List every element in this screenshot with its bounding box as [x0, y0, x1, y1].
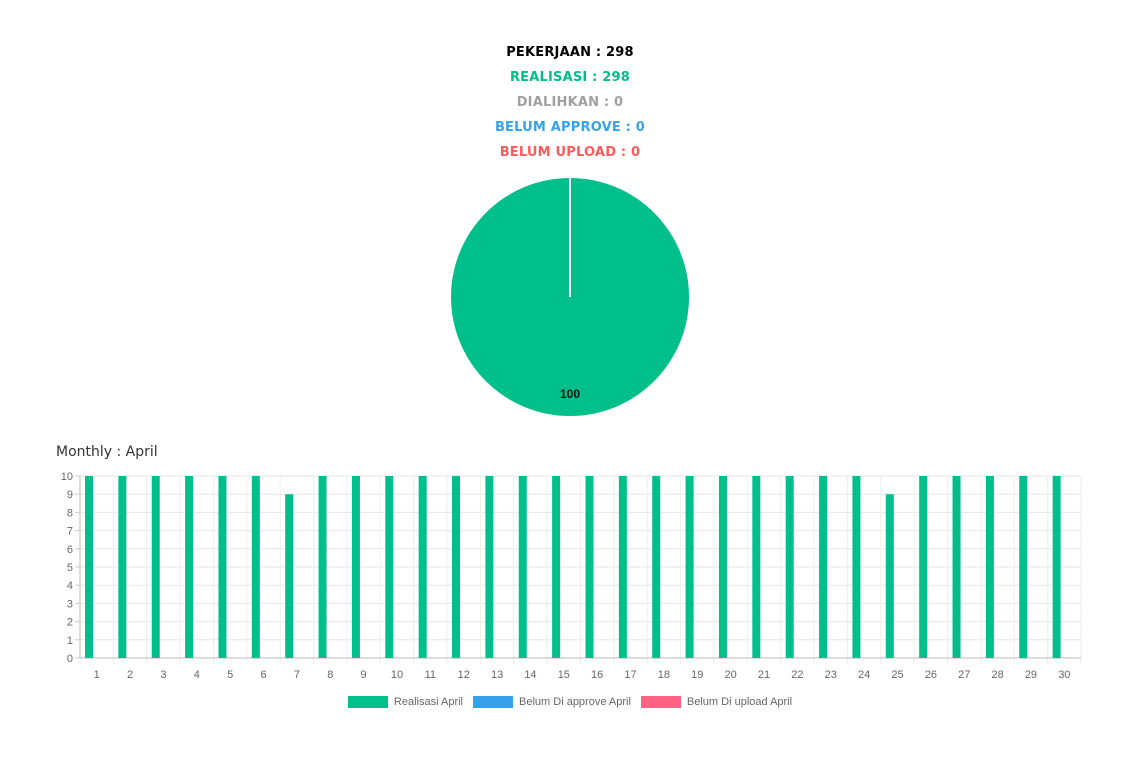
x-tick-label: 21: [758, 669, 770, 681]
x-tick-label: 15: [558, 669, 570, 681]
bar-realisasi-april-12[interactable]: [452, 476, 461, 658]
x-tick-label: 14: [524, 669, 536, 681]
pekerjaan-total: PEKERJAAN : 298: [506, 45, 634, 60]
bar-realisasi-april-30[interactable]: [1052, 476, 1061, 658]
y-tick-label: 8: [67, 507, 73, 519]
x-tick-label: 23: [825, 669, 837, 681]
y-tick-label: 5: [67, 562, 73, 574]
bar-realisasi-april-25[interactable]: [885, 494, 894, 658]
legend-label: Belum Di upload April: [686, 696, 793, 708]
bar-realisasi-april-11[interactable]: [418, 476, 427, 658]
y-tick-label: 0: [67, 653, 73, 665]
bar-realisasi-april-28[interactable]: [985, 476, 994, 658]
x-tick-label: 5: [227, 669, 233, 681]
belum-upload-total: BELUM UPLOAD : 0: [499, 145, 641, 160]
x-tick-label: 11: [425, 669, 436, 681]
bar-realisasi-april-23[interactable]: [819, 476, 828, 658]
pie-chart[interactable]: 100: [450, 177, 690, 417]
bar-realisasi-april-21[interactable]: [752, 476, 761, 658]
monthly-title: Monthly : April: [56, 444, 158, 460]
bar-realisasi-april-29[interactable]: [1019, 476, 1028, 658]
bar-realisasi-april-9[interactable]: [351, 476, 360, 658]
legend-swatch: [347, 696, 388, 708]
y-tick-label: 10: [61, 471, 73, 483]
bar-realisasi-april-20[interactable]: [718, 476, 727, 658]
x-tick-label: 9: [361, 669, 367, 681]
x-tick-label: 4: [194, 669, 200, 681]
x-tick-label: 30: [1058, 669, 1070, 681]
dialihkan-total: DIALIHKAN : 0: [516, 95, 624, 110]
x-tick-label: 8: [327, 669, 333, 681]
x-tick-label: 28: [991, 669, 1003, 681]
bar-realisasi-april-1[interactable]: [85, 476, 93, 658]
x-tick-label: 20: [725, 669, 737, 681]
legend-label: Realisasi April: [393, 696, 464, 708]
bar-realisasi-april-8[interactable]: [318, 476, 327, 658]
x-tick-label: 25: [891, 669, 903, 681]
y-tick-label: 6: [67, 544, 73, 556]
bar-realisasi-april-18[interactable]: [652, 476, 661, 658]
legend-label: Belum Di approve April: [519, 696, 631, 708]
legend-item-belum-di-upload-april[interactable]: Belum Di upload April: [640, 696, 793, 708]
x-tick-label: 7: [294, 669, 300, 681]
bar-realisasi-april-7[interactable]: [285, 494, 294, 658]
y-tick-label: 7: [67, 526, 73, 538]
bar-realisasi-april-27[interactable]: [952, 476, 961, 658]
legend-swatch: [473, 696, 514, 708]
legend-swatch: [640, 696, 681, 708]
x-tick-label: 13: [491, 669, 503, 681]
legend-item-realisasi-april[interactable]: Realisasi April: [347, 696, 464, 708]
bar-realisasi-april-24[interactable]: [852, 476, 861, 658]
bar-realisasi-april-3[interactable]: [151, 476, 160, 658]
x-tick-label: 17: [624, 669, 636, 681]
belum-approve-total: BELUM APPROVE : 0: [494, 120, 646, 135]
bar-realisasi-april-19[interactable]: [685, 476, 694, 658]
x-tick-label: 26: [925, 669, 937, 681]
y-tick-label: 4: [67, 580, 73, 592]
x-tick-label: 3: [160, 669, 166, 681]
x-tick-label: 27: [958, 669, 970, 681]
bar-realisasi-april-22[interactable]: [785, 476, 794, 658]
pie-data-label: 100: [560, 387, 580, 401]
x-tick-label: 1: [94, 669, 100, 681]
x-tick-label: 16: [591, 669, 603, 681]
summary-panel: PEKERJAAN : 298 REALISASI : 298 DIALIHKA…: [0, 44, 1140, 169]
x-tick-label: 6: [260, 669, 266, 681]
bar-realisasi-april-4[interactable]: [185, 476, 194, 658]
legend-item-belum-di-approve-april[interactable]: Belum Di approve April: [473, 696, 631, 708]
bar-realisasi-april-14[interactable]: [518, 476, 527, 658]
bar-realisasi-april-26[interactable]: [919, 476, 928, 658]
bar-realisasi-april-6[interactable]: [251, 476, 260, 658]
bar-legend: Realisasi April Belum Di approve April Bel…: [0, 696, 1140, 708]
x-tick-label: 18: [658, 669, 670, 681]
bar-realisasi-april-16[interactable]: [585, 476, 594, 658]
y-tick-label: 9: [67, 489, 73, 501]
x-tick-label: 22: [791, 669, 803, 681]
x-tick-label: 2: [127, 669, 133, 681]
bar-realisasi-april-15[interactable]: [552, 476, 561, 658]
y-tick-label: 2: [67, 617, 73, 629]
bar-realisasi-april-5[interactable]: [218, 476, 227, 658]
x-tick-label: 29: [1025, 669, 1037, 681]
x-tick-label: 12: [458, 669, 470, 681]
bar-realisasi-april-17[interactable]: [618, 476, 627, 658]
bar-realisasi-april-2[interactable]: [118, 476, 127, 658]
x-tick-label: 24: [858, 669, 870, 681]
realisasi-total: REALISASI : 298: [509, 70, 631, 85]
bar-realisasi-april-10[interactable]: [385, 476, 394, 658]
y-tick-label: 3: [67, 598, 73, 610]
x-tick-label: 10: [391, 669, 403, 681]
x-tick-label: 19: [691, 669, 703, 681]
y-tick-label: 1: [67, 635, 73, 647]
bar-realisasi-april-13[interactable]: [485, 476, 494, 658]
